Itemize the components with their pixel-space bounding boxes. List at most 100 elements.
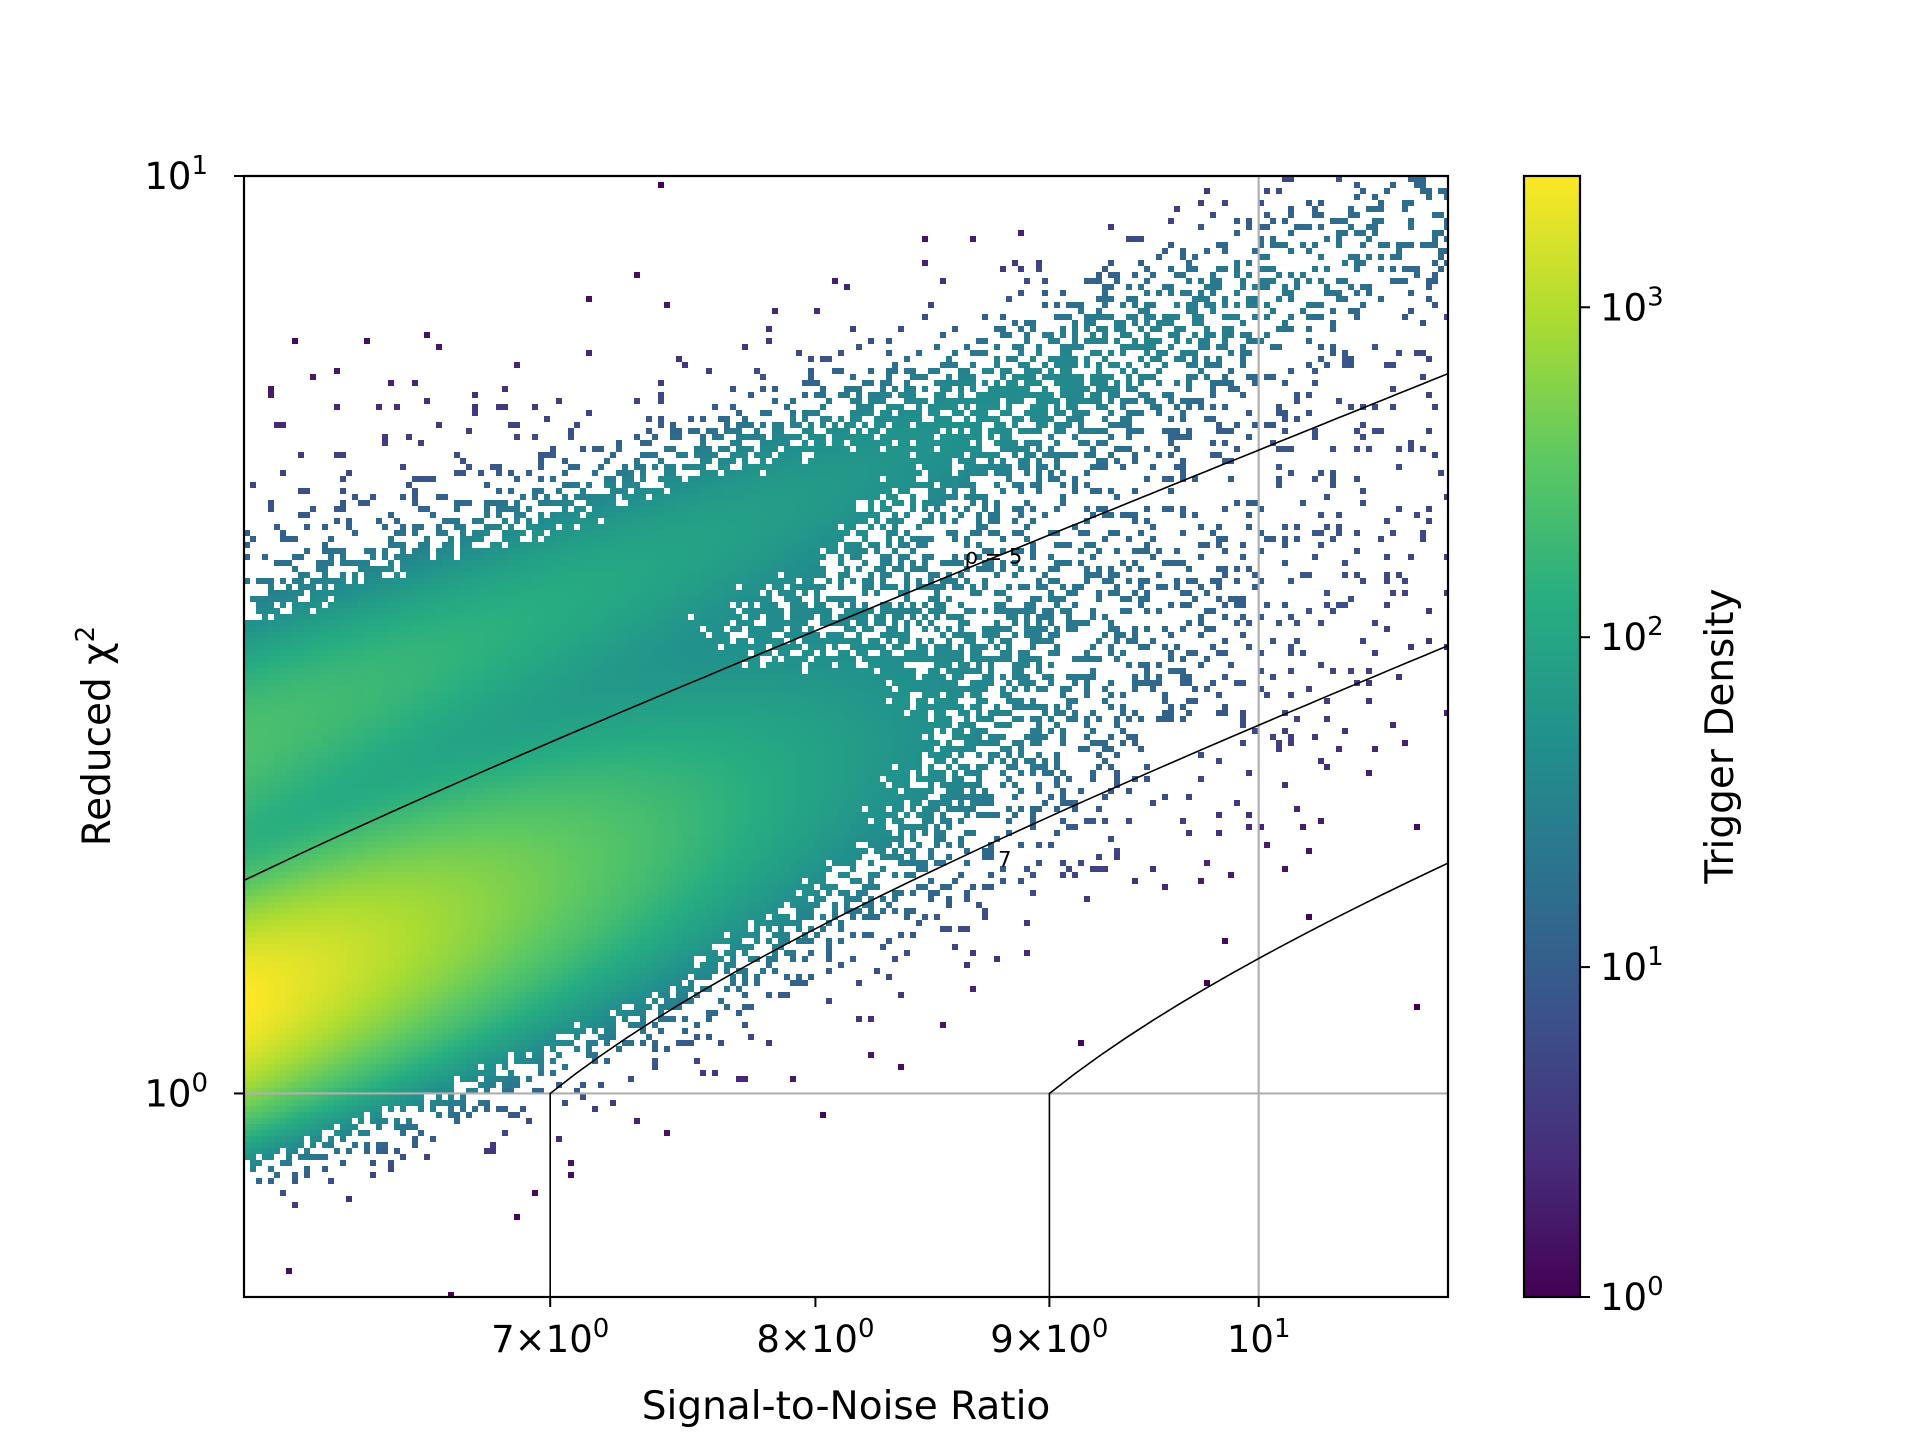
- density-cell: [406, 812, 412, 818]
- density-cell: [538, 944, 544, 950]
- density-cell: [526, 506, 532, 512]
- density-cell: [268, 638, 274, 644]
- density-cell: [358, 1016, 364, 1022]
- density-cell: [388, 782, 394, 788]
- density-cell: [502, 1028, 508, 1034]
- density-cell: [298, 1016, 304, 1022]
- density-cell: [244, 1016, 250, 1022]
- density-cell: [400, 932, 406, 938]
- density-cell: [346, 806, 352, 812]
- density-cell: [352, 998, 358, 1004]
- density-cell: [388, 722, 394, 728]
- density-cell: [412, 794, 418, 800]
- density-cell: [442, 962, 448, 968]
- density-cell: [490, 752, 496, 758]
- density-cell: [346, 776, 352, 782]
- density-cell: [418, 584, 424, 590]
- density-cell: [436, 662, 442, 668]
- density-cell: [286, 698, 292, 704]
- density-cell: [244, 878, 250, 884]
- density-cell: [460, 980, 466, 986]
- density-cell: [460, 554, 466, 560]
- density-cell: [460, 854, 466, 860]
- density-cell: [370, 866, 376, 872]
- density-cell: [304, 866, 310, 872]
- density-cell: [550, 530, 556, 536]
- density-cell: [286, 722, 292, 728]
- density-cell: [334, 668, 340, 674]
- density-cell: [340, 854, 346, 860]
- density-cell: [478, 794, 484, 800]
- density-cell: [346, 1046, 352, 1052]
- density-cell: [496, 1058, 502, 1064]
- density-cell: [298, 776, 304, 782]
- density-cell: [394, 638, 400, 644]
- density-cell: [478, 788, 484, 794]
- density-cell: [292, 920, 298, 926]
- density-cell: [496, 542, 502, 548]
- density-cell: [286, 836, 292, 842]
- density-cell: [424, 902, 430, 908]
- density-cell: [298, 962, 304, 968]
- density-cell: [478, 854, 484, 860]
- density-cell: [532, 776, 538, 782]
- density-cell: [484, 1088, 490, 1094]
- density-cell: [388, 806, 394, 812]
- density-cell: [532, 1088, 538, 1094]
- density-cell: [316, 632, 322, 638]
- density-cell: [304, 1112, 310, 1118]
- density-cell: [502, 1058, 508, 1064]
- density-cell: [268, 926, 274, 932]
- density-cell: [538, 752, 544, 758]
- density-cell: [394, 878, 400, 884]
- density-cell: [388, 728, 394, 734]
- density-cell: [250, 806, 256, 812]
- density-cell: [316, 848, 322, 854]
- density-cell: [430, 890, 436, 896]
- density-cell: [262, 944, 268, 950]
- density-cell: [316, 1136, 322, 1142]
- density-cell: [304, 764, 310, 770]
- density-cell: [280, 560, 286, 566]
- density-cell: [514, 650, 520, 656]
- density-cell: [316, 590, 322, 596]
- density-cell: [268, 830, 274, 836]
- density-cell: [316, 770, 322, 776]
- density-cell: [466, 548, 472, 554]
- density-cell: [544, 698, 550, 704]
- density-cell: [250, 992, 256, 998]
- density-cell: [322, 746, 328, 752]
- density-cell: [412, 668, 418, 674]
- density-cell: [376, 776, 382, 782]
- density-cell: [526, 1034, 532, 1040]
- density-cell: [292, 1004, 298, 1010]
- density-cell: [400, 1028, 406, 1034]
- density-cell: [484, 686, 490, 692]
- density-cell: [328, 692, 334, 698]
- density-cell: [346, 656, 352, 662]
- density-cell: [286, 926, 292, 932]
- density-cell: [526, 962, 532, 968]
- density-cell: [460, 716, 466, 722]
- density-cell: [292, 1040, 298, 1046]
- density-cell: [358, 1106, 364, 1112]
- density-cell: [544, 950, 550, 956]
- density-cell: [418, 884, 424, 890]
- density-cell: [250, 596, 256, 602]
- density-cell: [274, 866, 280, 872]
- density-cell: [508, 836, 514, 842]
- density-cell: [502, 506, 508, 512]
- density-cell: [442, 530, 448, 536]
- density-cell: [484, 632, 490, 638]
- density-cell: [244, 1088, 250, 1094]
- density-cell: [274, 1118, 280, 1124]
- density-cell: [304, 992, 310, 998]
- density-cell: [364, 902, 370, 908]
- density-cell: [250, 644, 256, 650]
- density-cell: [394, 530, 400, 536]
- density-cell: [460, 836, 466, 842]
- density-cell: [328, 926, 334, 932]
- density-cell: [484, 500, 490, 506]
- density-cell: [478, 728, 484, 734]
- density-cell: [268, 1010, 274, 1016]
